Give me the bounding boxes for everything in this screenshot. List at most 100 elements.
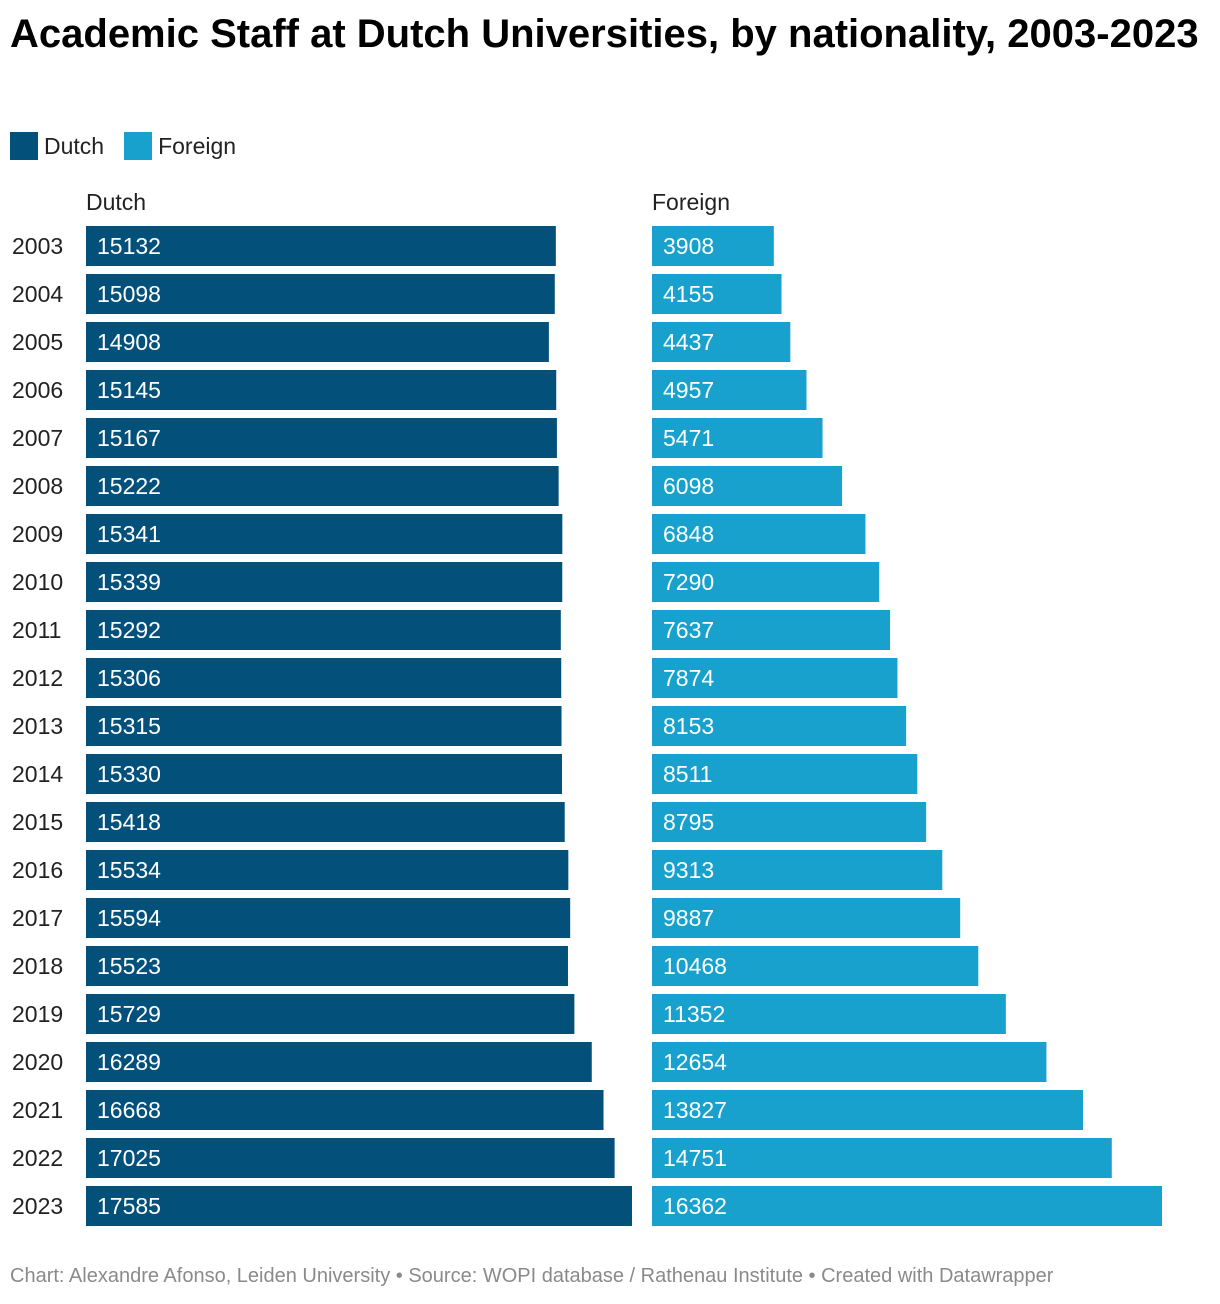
legend-label-dutch: Dutch [44,132,105,159]
bar-dutch-2009 [86,514,563,554]
value-label-dutch-2016: 15534 [97,857,161,883]
category-label-2019: 2019 [12,1001,63,1027]
value-label-dutch-2003: 15132 [97,233,161,259]
bar-dutch-2007 [86,418,557,458]
value-label-foreign-2018: 10468 [663,953,727,979]
value-label-dutch-2009: 15341 [97,521,161,547]
category-label-2010: 2010 [12,569,63,595]
bar-foreign-2020 [652,1042,1047,1082]
value-label-dutch-2021: 16668 [97,1097,161,1123]
legend-item-foreign: Foreign [124,132,236,160]
panel-header-foreign: Foreign [652,189,730,215]
value-label-foreign-2020: 12654 [663,1049,727,1075]
bar-dutch-2006 [86,370,557,410]
bar-foreign-2007 [652,418,823,458]
value-label-foreign-2022: 14751 [663,1145,727,1171]
bar-foreign-2022 [652,1138,1112,1178]
value-label-dutch-2014: 15330 [97,761,161,787]
bar-dutch-2018 [86,946,568,986]
bar-foreign-2014 [652,754,918,794]
value-label-foreign-2003: 3908 [663,233,714,259]
value-label-foreign-2004: 4155 [663,281,714,307]
value-label-foreign-2023: 16362 [663,1193,727,1219]
value-label-foreign-2015: 8795 [663,809,714,835]
value-label-foreign-2007: 5471 [663,425,714,451]
bar-foreign-2008 [652,466,843,506]
category-label-2020: 2020 [12,1049,63,1075]
bar-foreign-2004 [652,274,782,314]
bar-dutch-2023 [86,1186,632,1226]
value-label-foreign-2010: 7290 [663,569,714,595]
bar-dutch-2016 [86,850,569,890]
bar-dutch-2013 [86,706,562,746]
value-label-foreign-2017: 9887 [663,905,714,931]
bar-foreign-2011 [652,610,891,650]
bar-foreign-2023 [652,1186,1162,1226]
bar-dutch-2015 [86,802,565,842]
value-label-dutch-2011: 15292 [97,617,161,643]
category-label-2005: 2005 [12,329,63,355]
bar-foreign-2006 [652,370,807,410]
value-label-dutch-2006: 15145 [97,377,161,403]
value-label-foreign-2009: 6848 [663,521,714,547]
bar-foreign-2005 [652,322,791,362]
category-label-2015: 2015 [12,809,63,835]
value-label-foreign-2019: 11352 [663,1001,725,1027]
bar-dutch-2011 [86,610,561,650]
category-label-2013: 2013 [12,713,63,739]
value-label-dutch-2010: 15339 [97,569,161,595]
value-label-dutch-2012: 15306 [97,665,161,691]
value-label-foreign-2005: 4437 [663,329,714,355]
category-label-2021: 2021 [12,1097,63,1123]
category-label-2023: 2023 [12,1193,63,1219]
bar-foreign-2013 [652,706,907,746]
category-label-2017: 2017 [12,905,63,931]
legend-swatch-foreign [124,132,153,160]
legend: Dutch Foreign [10,130,256,162]
value-label-dutch-2018: 15523 [97,953,161,979]
value-label-dutch-2015: 15418 [97,809,161,835]
value-label-dutch-2022: 17025 [97,1145,161,1171]
value-label-foreign-2016: 9313 [663,857,714,883]
value-label-dutch-2013: 15315 [97,713,161,739]
legend-label-foreign: Foreign [158,132,237,159]
legend-swatch-dutch [10,132,38,160]
category-label-2014: 2014 [12,761,63,787]
bar-dutch-2020 [86,1042,592,1082]
category-label-2007: 2007 [12,425,63,451]
value-label-foreign-2012: 7874 [663,665,714,691]
bar-dutch-2008 [86,466,559,506]
bar-foreign-2018 [652,946,979,986]
bar-foreign-2021 [652,1090,1083,1130]
category-label-2018: 2018 [12,953,63,979]
value-label-dutch-2005: 14908 [97,329,161,355]
category-label-2009: 2009 [12,521,63,547]
bar-foreign-2010 [652,562,880,602]
bar-foreign-2017 [652,898,961,938]
bar-dutch-2014 [86,754,562,794]
bar-dutch-2022 [86,1138,615,1178]
category-label-2012: 2012 [12,665,63,691]
legend-item-dutch: Dutch [10,132,104,160]
bar-dutch-2021 [86,1090,604,1130]
value-label-dutch-2019: 15729 [97,1001,161,1027]
bar-dutch-2005 [86,322,549,362]
value-label-foreign-2006: 4957 [663,377,714,403]
category-label-2011: 2011 [12,617,61,643]
category-label-2008: 2008 [12,473,63,499]
value-label-dutch-2020: 16289 [97,1049,161,1075]
bar-dutch-2012 [86,658,562,698]
value-label-dutch-2004: 15098 [97,281,161,307]
bar-foreign-2003 [652,226,774,266]
category-label-2022: 2022 [12,1145,63,1171]
category-label-2006: 2006 [12,377,63,403]
panel-header-dutch: Dutch [86,189,146,215]
value-label-foreign-2013: 8153 [663,713,714,739]
value-label-foreign-2021: 13827 [663,1097,727,1123]
category-label-2004: 2004 [12,281,63,307]
bar-dutch-2004 [86,274,555,314]
bar-foreign-2015 [652,802,927,842]
value-label-dutch-2023: 17585 [97,1193,161,1219]
bar-foreign-2019 [652,994,1006,1034]
value-label-foreign-2008: 6098 [663,473,714,499]
